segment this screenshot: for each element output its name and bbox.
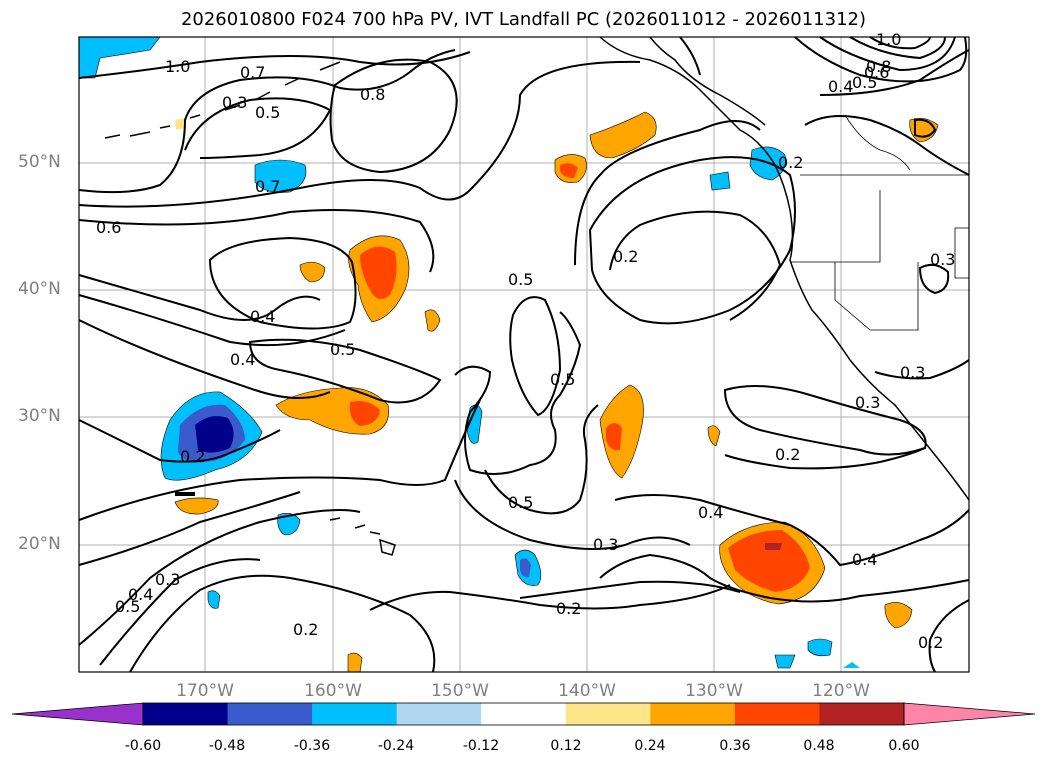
contour-label: 0.5 [330,340,355,359]
colorbar [11,702,1036,726]
contour-label: 0.4 [230,350,255,369]
contour-label: 0.4 [828,77,853,96]
contour-label: 0.2 [613,247,638,266]
contour-label: 0.5 [508,493,533,512]
lon-label-130w: 130°W [685,681,743,701]
colorbar-cell [481,703,567,725]
contour-label: 0.4 [698,503,723,522]
positive-anomaly-fills [174,111,939,673]
colorbar-cell [650,703,736,725]
contour-label: 0.3 [593,535,618,554]
contour-label: 0.3 [900,363,925,382]
lon-label-140w: 140°W [558,681,616,701]
lon-label-160w: 160°W [304,681,362,701]
colorbar-cell [734,703,820,725]
lat-label-50n: 50°N [18,152,61,172]
negative-anomaly-fills [78,36,860,669]
contour-label: 0.5 [255,103,280,122]
contour-label: 0.3 [155,570,180,589]
map-title: 2026010800 F024 700 hPa PV, IVT Landfall… [180,9,867,30]
contour-label: 0.7 [255,177,280,196]
contour-label: 0.5 [550,370,575,389]
lon-label-150w: 150°W [431,681,489,701]
colorbar-cell [396,703,482,725]
contour-label: 0.4 [250,307,275,326]
contour-label-group: 1.0 0.7 0.5 0.8 1.0 0.8 0.5 0.6 0.4 0.7 … [96,30,955,652]
contour-label: 0.4 [852,550,877,569]
contour-label: 0.8 [360,85,385,104]
contour-label: 0.5 [508,270,533,289]
pv-contours [78,36,970,673]
lat-label-40n: 40°N [18,279,61,299]
contour-label: 0.2 [556,599,581,618]
contour-label: 0.3 [222,93,247,112]
contour-label: 0.7 [240,63,265,82]
contour-label: 1.0 [165,57,190,76]
lat-label-30n: 30°N [18,406,61,426]
colorbar-tick: 0.12 [550,738,582,754]
lon-label-170w: 170°W [176,681,234,701]
contour-label: 0.3 [855,393,880,412]
map-frame [78,36,970,673]
contour-label: 0.6 [96,218,121,237]
colorbar-cell [143,703,229,725]
contour-label: 0.2 [293,620,318,639]
contour-label: 0.3 [930,250,955,269]
colorbar-tick: 0.36 [719,738,751,754]
contour-label: 0.2 [180,447,205,466]
colorbar-tick: 0.24 [634,738,666,754]
colorbar-tick: -0.12 [462,738,500,754]
colorbar-cell [227,703,313,725]
colorbar-tick: 0.60 [888,738,920,754]
colorbar-tick: -0.60 [124,738,162,754]
colorbar-tick: 0.48 [803,738,835,754]
colorbar-extend-high [903,702,1036,726]
lon-label-120w: 120°W [812,681,870,701]
contour-label: 0.8 [866,57,891,76]
colorbar-tick: -0.36 [293,738,331,754]
contour-label: 0.2 [775,445,800,464]
colorbar-cell [819,703,905,725]
colorbar-tick: -0.48 [208,738,246,754]
contour-label: 0.6 [864,63,889,82]
contour-label: 0.2 [778,153,803,172]
coastlines [104,36,970,556]
contour-label: 0.4 [128,585,153,604]
colorbar-tick: -0.24 [377,738,415,754]
contour-label: 0.5 [115,597,140,616]
contour-label: 1.0 [876,30,901,49]
contour-label: 0.2 [918,633,943,652]
colorbar-extend-low [11,702,144,726]
lat-label-20n: 20°N [18,534,61,554]
colorbar-cell [565,703,651,725]
contour-label: 0.5 [852,73,877,92]
colorbar-cell [312,703,398,725]
